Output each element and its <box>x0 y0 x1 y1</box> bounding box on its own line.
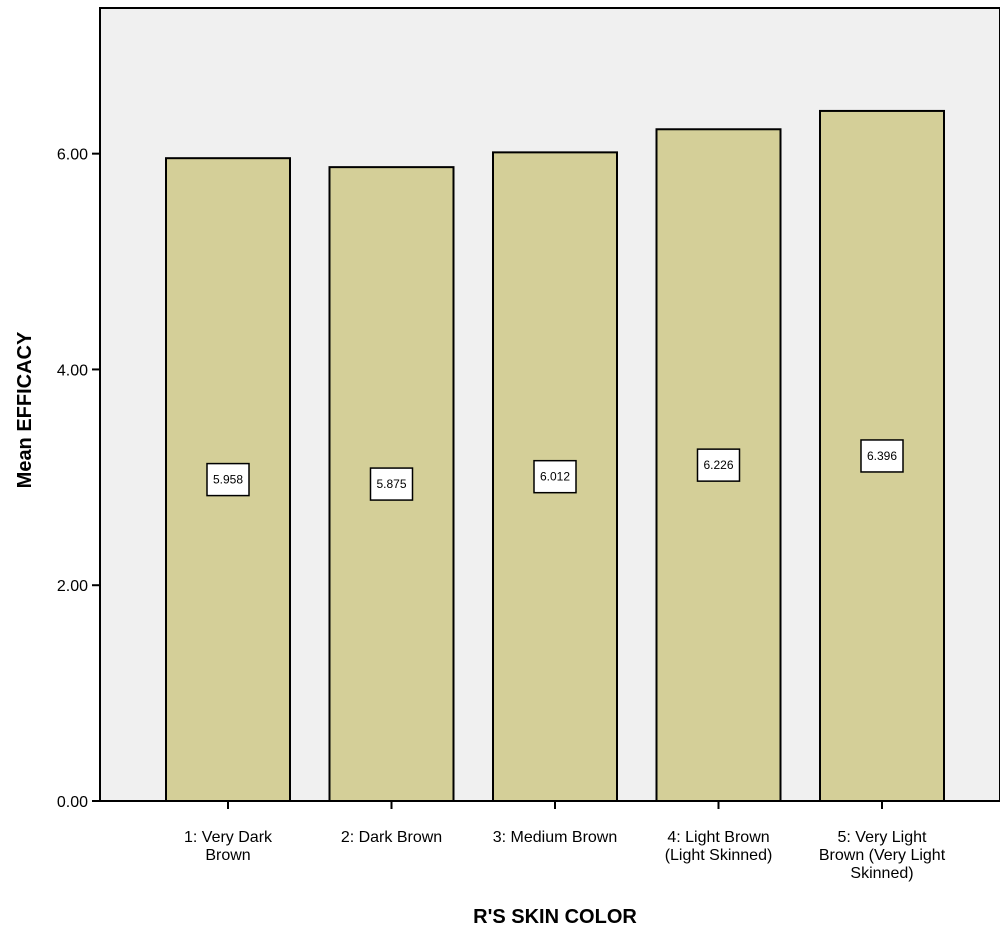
y-axis-title: Mean EFFICACY <box>14 331 36 488</box>
data-labels-group: 5.958 5.875 6.012 6.226 6.396 <box>206 439 904 501</box>
y-tick-label-2: 4.00 <box>57 362 88 379</box>
data-label-2: 5.875 <box>376 477 406 491</box>
y-tick-label-0: 0.00 <box>57 794 88 811</box>
bars-group <box>165 109 945 803</box>
x-category-label-5: 5: Very Light Brown (Very Light Skinned) <box>819 829 946 882</box>
y-tick-label-1: 2.00 <box>57 578 88 595</box>
data-label-box-1 <box>206 462 250 497</box>
data-label-box-2 <box>369 467 414 501</box>
x-category-label-1: 1: Very Dark Brown <box>184 829 273 864</box>
data-label-box-4 <box>696 448 741 482</box>
data-label-1: 5.958 <box>213 473 243 487</box>
data-label-box-3 <box>533 459 577 494</box>
x-axis-title: R'S SKIN COLOR <box>473 906 637 928</box>
data-label-5: 6.396 <box>867 449 897 463</box>
x-category-label-2: 2: Dark Brown <box>341 829 442 846</box>
data-label-3: 6.012 <box>540 470 570 484</box>
x-category-label-4: 4: Light Brown (Light Skinned) <box>665 829 773 864</box>
y-axis: 0.00 2.00 4.00 6.00 <box>57 8 101 811</box>
data-label-4: 6.226 <box>703 458 733 472</box>
x-axis: 1: Very Dark Brown 2: Dark Brown 3: Medium … <box>92 800 1000 882</box>
x-category-label-3: 3: Medium Brown <box>493 829 618 846</box>
data-label-box-5 <box>860 439 904 473</box>
y-tick-label-3: 6.00 <box>57 147 88 164</box>
